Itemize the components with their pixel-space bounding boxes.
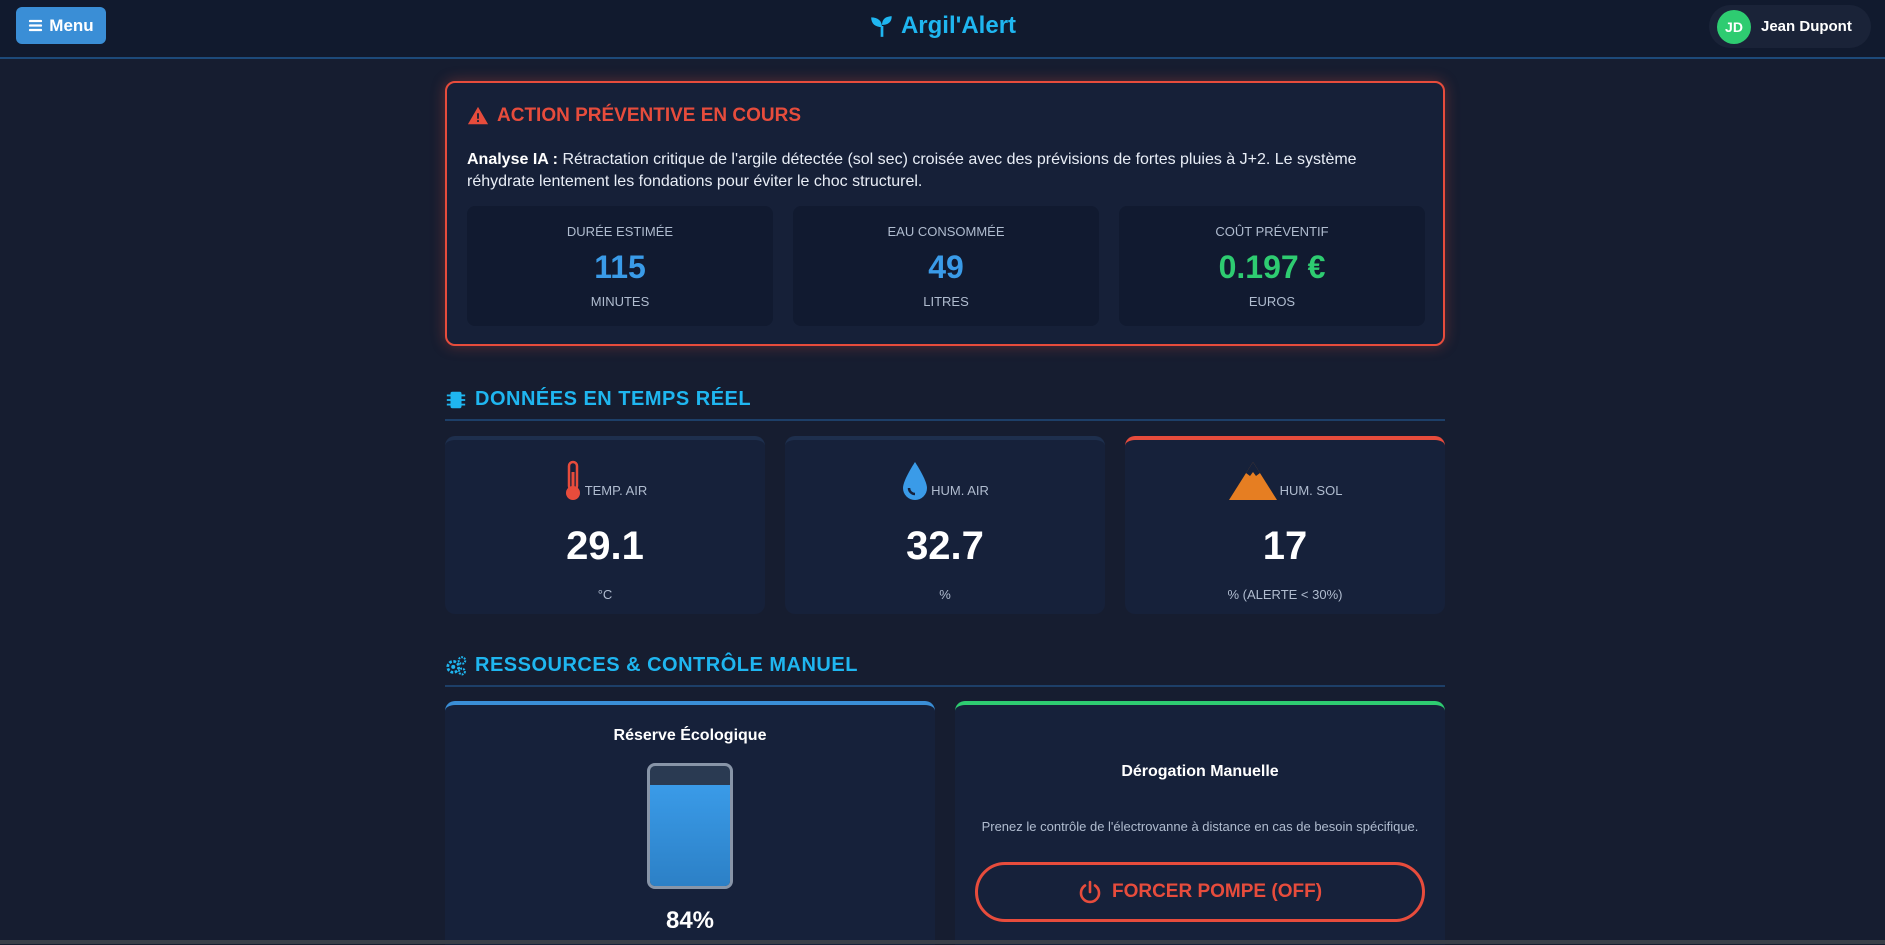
resources-section-title: RESSOURCES & CONTRÔLE MANUEL	[445, 654, 1445, 687]
power-icon	[1079, 880, 1101, 904]
sensor-unit: % (ALERTE < 30%)	[1227, 587, 1343, 602]
analysis-label: Analyse IA :	[467, 151, 558, 168]
realtime-section-title: DONNÉES EN TEMPS RÉEL	[445, 388, 1445, 421]
menu-button[interactable]: Menu	[16, 7, 106, 44]
stat-duration: Durée estimée 115 Minutes	[467, 206, 773, 326]
alert-title-text: ACTION PRÉVENTIVE EN COURS	[497, 105, 802, 126]
analysis-text: Rétractation critique de l'argile détect…	[467, 151, 1357, 190]
derogation-title: Dérogation Manuelle	[1121, 763, 1279, 780]
force-pump-label: FORCER POMPE (OFF)	[1111, 881, 1323, 902]
bottom-edge	[0, 940, 1885, 944]
sensor-unit: %	[939, 587, 951, 602]
realtime-title: DONNÉES EN TEMPS RÉEL	[475, 388, 752, 410]
alert-title: ACTION PRÉVENTIVE EN COURS	[467, 105, 1423, 127]
stat-value: 0.197 €	[1218, 248, 1326, 285]
top-bar: Menu Argil'Alert JD Jean Dupont	[0, 0, 1885, 59]
sensor-temp-air: Temp. Air 29.1 °C	[445, 436, 765, 614]
stat-label: Durée estimée	[566, 223, 674, 239]
user-name: Jean Dupont	[1761, 18, 1852, 35]
chip-icon	[446, 391, 466, 408]
sensor-grid: Temp. Air 29.1 °C Hum. Air 32.7 % Hum. S…	[445, 436, 1445, 614]
user-menu[interactable]: JD Jean Dupont	[1709, 5, 1871, 48]
derogation-text: Prenez le contrôle de l'électrovanne à d…	[981, 819, 1419, 834]
stat-cost: Coût préventif 0.197 € Euros	[1119, 206, 1425, 326]
sensor-value: 32.7	[906, 524, 984, 568]
avatar: JD	[1717, 9, 1751, 44]
stat-label: Eau consommée	[887, 223, 1005, 239]
stat-value: 49	[928, 248, 964, 285]
stat-water: Eau consommée 49 Litres	[793, 206, 1099, 326]
water-tank-gauge	[647, 763, 733, 889]
thermometer-icon	[565, 460, 580, 500]
derogation-card: Dérogation Manuelle Prenez le contrôle d…	[955, 701, 1445, 945]
sensor-unit: °C	[597, 587, 613, 602]
stat-value: 115	[594, 248, 646, 285]
mountain-icon	[1228, 462, 1277, 500]
sensor-head: Hum. Air	[901, 460, 989, 502]
sensor-hum-air: Hum. Air 32.7 %	[785, 436, 1105, 614]
stat-unit: Euros	[1248, 293, 1296, 309]
brand-name: Argil'Alert	[900, 12, 1017, 39]
stat-unit: Minutes	[590, 293, 650, 309]
sensor-label: Hum. Sol	[1279, 483, 1343, 498]
reserve-card: Réserve Écologique 84%	[445, 701, 935, 945]
resources-grid: Réserve Écologique 84% Dérogation Manuel…	[445, 701, 1445, 945]
resources-title: RESSOURCES & CONTRÔLE MANUEL	[475, 654, 858, 676]
stat-unit: Litres	[923, 293, 969, 309]
reserve-title: Réserve Écologique	[613, 727, 767, 744]
menu-label: Menu	[49, 15, 94, 35]
alert-analysis: Analyse IA : Rétractation critique de l'…	[467, 149, 1423, 193]
force-pump-button[interactable]: FORCER POMPE (OFF)	[975, 862, 1425, 922]
tank-fill	[650, 785, 730, 886]
reserve-percent: 84%	[665, 907, 715, 934]
warning-icon	[467, 106, 489, 125]
preventive-action-card: ACTION PRÉVENTIVE EN COURS Analyse IA : …	[445, 81, 1445, 346]
sensor-label: Hum. Air	[931, 483, 989, 498]
brand: Argil'Alert	[0, 12, 1885, 40]
droplet-icon	[903, 462, 928, 500]
sensor-hum-sol: Hum. Sol 17 % (ALERTE < 30%)	[1125, 436, 1445, 614]
sensor-label: Temp. Air	[584, 483, 648, 498]
sensor-head: Temp. Air	[563, 460, 648, 502]
sensor-value: 29.1	[566, 524, 644, 568]
alert-stats: Durée estimée 115 Minutes Eau consommée …	[467, 206, 1425, 326]
hamburger-icon	[29, 19, 43, 32]
seedling-icon	[871, 16, 892, 37]
sensor-value: 17	[1262, 524, 1308, 568]
sensor-head: Hum. Sol	[1228, 460, 1343, 502]
stat-label: Coût préventif	[1215, 223, 1329, 239]
gears-icon	[446, 655, 467, 675]
